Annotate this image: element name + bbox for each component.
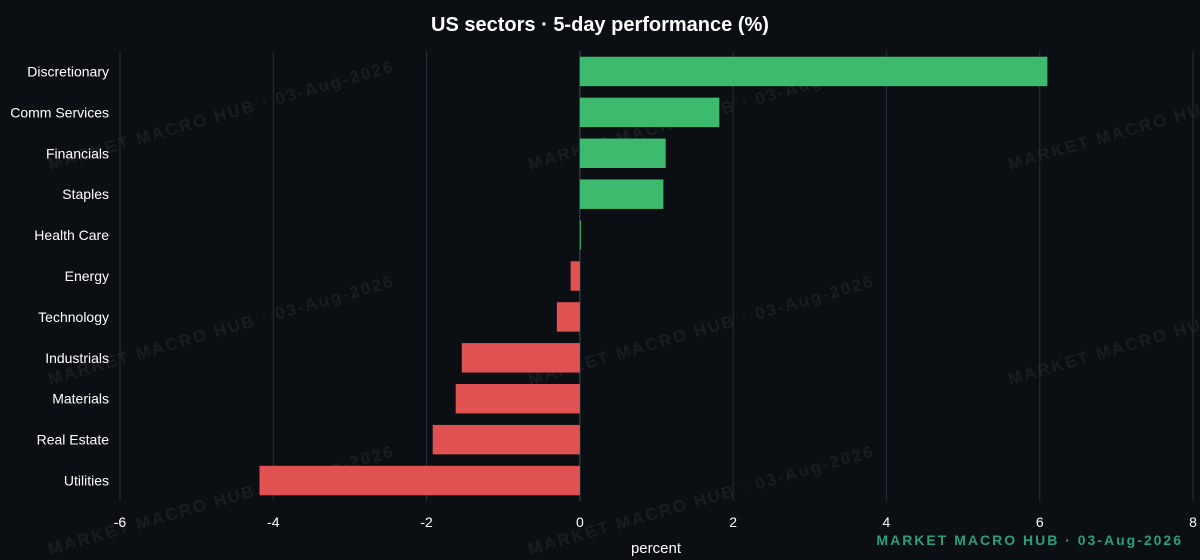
bar-health-care bbox=[579, 220, 581, 250]
category-label: Industrials bbox=[45, 350, 109, 366]
category-labels: Discretionary Comm Services Financials Stap… bbox=[10, 63, 109, 488]
bar-real-estate bbox=[432, 424, 580, 455]
watermark-text: MARKET MACRO HUB · 03-Aug-2026 bbox=[1006, 272, 1200, 389]
x-tick-label: -2 bbox=[420, 514, 433, 530]
x-tick-label: 6 bbox=[1036, 514, 1044, 530]
bar-staples bbox=[579, 179, 664, 209]
bar-energy bbox=[570, 261, 580, 291]
bar-materials bbox=[455, 384, 580, 414]
category-label: Energy bbox=[65, 268, 109, 284]
bar-technology bbox=[556, 302, 580, 332]
category-label: Financials bbox=[46, 145, 109, 161]
category-label: Technology bbox=[38, 309, 109, 325]
bar-discretionary bbox=[579, 56, 1048, 87]
x-tick-label: 0 bbox=[576, 514, 584, 530]
category-label: Staples bbox=[62, 186, 109, 202]
category-label: Health Care bbox=[34, 227, 109, 243]
chart-title: US sectors · 5-day performance (%) bbox=[431, 14, 769, 36]
bar-utilities bbox=[259, 465, 580, 496]
bars-group bbox=[259, 56, 1048, 496]
x-tick-label: -4 bbox=[267, 514, 280, 530]
category-label: Comm Services bbox=[10, 104, 109, 120]
watermark-layer: MARKET MACRO HUB · 03-Aug-2026 MARKET MAC… bbox=[46, 57, 1200, 559]
watermark-text: MARKET MACRO HUB · 03-Aug-2026 bbox=[46, 272, 397, 389]
gridlines bbox=[119, 51, 1194, 501]
bar-financials bbox=[579, 138, 666, 168]
category-label: Real Estate bbox=[37, 432, 110, 448]
category-label: Utilities bbox=[64, 473, 109, 489]
x-tick-label: 2 bbox=[729, 514, 737, 530]
bar-comm-services bbox=[579, 97, 720, 128]
x-axis-label: percent bbox=[631, 540, 682, 557]
watermark-text: MARKET MACRO HUB · 03-Aug-2026 bbox=[46, 442, 397, 559]
category-label: Discretionary bbox=[27, 63, 109, 79]
x-tick-label: 4 bbox=[883, 514, 891, 530]
footer-watermark: MARKET MACRO HUB · 03-Aug-2026 bbox=[876, 532, 1183, 548]
watermark-text: MARKET MACRO HUB · 03-Aug-2026 bbox=[526, 442, 877, 559]
bar-industrials bbox=[461, 343, 580, 373]
category-label: Materials bbox=[52, 391, 109, 407]
x-tick-labels: -6 -4 -2 0 2 4 6 8 bbox=[114, 514, 1197, 530]
x-tick-label: 8 bbox=[1189, 514, 1197, 530]
x-tick-label: -6 bbox=[114, 514, 127, 530]
